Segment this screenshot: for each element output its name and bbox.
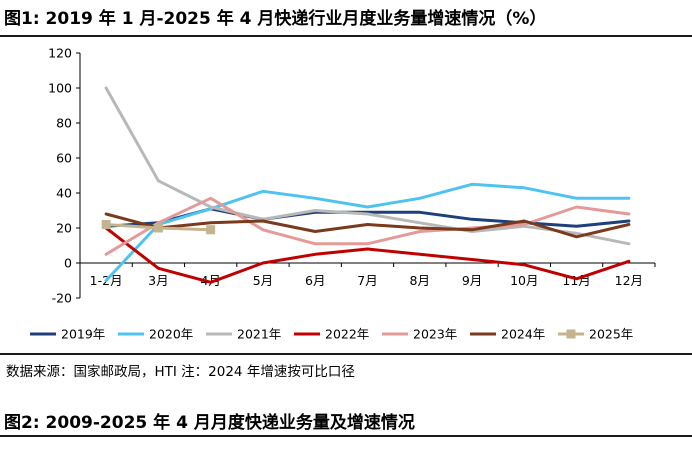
series-1 [104, 182, 631, 282]
x-tick-label: 5月 [253, 273, 273, 288]
legend-label: 2020年 [149, 327, 193, 342]
legend-label: 2022年 [325, 327, 369, 342]
series-line [104, 86, 631, 246]
y-tick-label: -20 [52, 291, 72, 306]
legend-item: 2023年 [382, 327, 457, 342]
legend-item: 2020年 [118, 327, 193, 342]
chart-bottom-rule [0, 353, 692, 355]
legend-label: 2019年 [61, 327, 105, 342]
figure-title: 图1: 2019 年 1 月-2025 年 4 月快递行业月度业务量增速情况（%… [4, 9, 547, 29]
y-tick-label: 40 [56, 186, 72, 201]
series-point [101, 220, 111, 229]
legend-item: 2019年 [30, 327, 105, 342]
legend-item: 2021年 [206, 327, 281, 342]
series-2 [104, 86, 631, 246]
legend-item: 2025年 [558, 327, 633, 342]
series-line [104, 226, 631, 284]
legend-label: 2021年 [237, 327, 281, 342]
legend-marker [566, 329, 576, 339]
x-tick-label: 8月 [410, 273, 430, 288]
plot-series [101, 86, 631, 284]
x-tick-label: 7月 [357, 273, 377, 288]
series-line [104, 196, 631, 256]
y-tick-label: 20 [56, 221, 72, 236]
x-tick-label: 4月 [200, 273, 220, 288]
figure2-title: 图2: 2009-2025 年 4 月月度快递业务量及增速情况 [4, 413, 415, 433]
series-line [104, 182, 631, 282]
y-tick-label: 60 [56, 151, 72, 166]
legend-label: 2025年 [589, 327, 633, 342]
series-5 [104, 212, 631, 239]
title-underline [0, 35, 692, 37]
source-note: 数据来源：国家邮政局，HTI 注：2024 年增速按可比口径 [6, 364, 355, 380]
series-point [206, 225, 216, 235]
figure2-underline [0, 435, 692, 437]
legend: 2019年 2020年 2021年 2022年 2023年 2024年 2025年 [30, 327, 633, 342]
x-axis: 1-2月 3月 4月 5月 6月 7月 8月 9月 10月 11月 12月 [79, 262, 656, 288]
series-line [104, 212, 631, 239]
x-tick-label: 3月 [148, 273, 168, 288]
series-3 [104, 226, 631, 284]
y-axis: -20 0 20 40 60 80 100 120 [48, 46, 81, 306]
y-tick-label: 80 [56, 116, 72, 131]
x-tick-label: 9月 [462, 273, 482, 288]
series-4 [104, 196, 631, 256]
x-tick-label: 10月 [510, 273, 538, 288]
legend-item: 2022年 [294, 327, 369, 342]
y-tick-label: 120 [48, 46, 72, 61]
series-6 [101, 220, 216, 235]
y-tick-label: 0 [64, 256, 72, 271]
y-tick-label: 100 [48, 81, 72, 96]
x-tick-label: 12月 [615, 273, 643, 288]
legend-item: 2024年 [470, 327, 545, 342]
legend-label: 2023年 [413, 327, 457, 342]
series-point [153, 223, 163, 233]
x-tick-label: 6月 [305, 273, 325, 288]
legend-label: 2024年 [501, 327, 545, 342]
